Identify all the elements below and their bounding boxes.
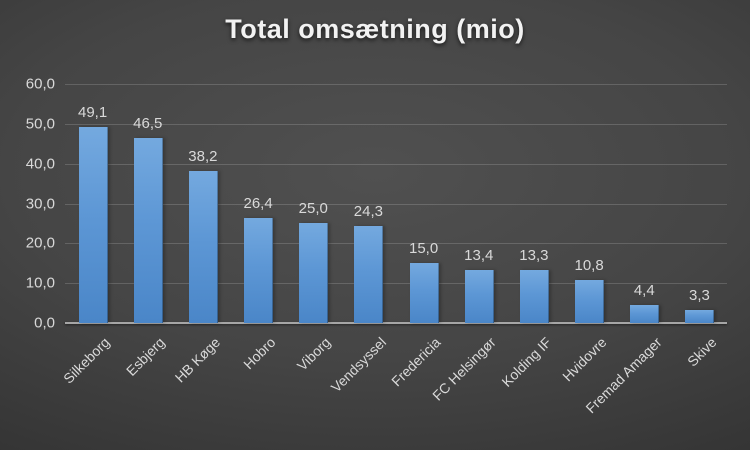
gridline [65, 203, 727, 205]
x-axis-label: Skive [684, 334, 720, 370]
x-axis-label: Silkeborg [60, 334, 113, 387]
x-axis-label: Hobro [240, 334, 279, 373]
y-axis-label: 0,0 [34, 314, 55, 332]
bar [575, 279, 605, 323]
bar-value-label: 38,2 [188, 147, 218, 165]
x-axis-label: HB Køge [171, 334, 224, 386]
bar [409, 263, 439, 323]
y-axis-label: 30,0 [25, 195, 55, 212]
bar-value-label: 24,3 [353, 203, 384, 221]
bar [464, 269, 494, 323]
bar-value-label: 4,4 [633, 282, 655, 300]
bar-value-label: 25,0 [298, 200, 328, 218]
x-axis-label: Viborg [293, 334, 334, 374]
bar [630, 305, 660, 323]
x-axis-label: Hvidovre [559, 334, 610, 385]
y-axis-label: 10,0 [25, 274, 55, 292]
y-axis-label: 50,0 [25, 115, 55, 133]
bar [519, 270, 549, 323]
x-axis-label: Kolding IF [498, 334, 555, 390]
gridline [65, 163, 727, 165]
gridline [65, 243, 727, 245]
chart-title: Total omsætning (mio) [225, 14, 525, 44]
bar [354, 226, 384, 323]
gridline [65, 123, 727, 125]
bar [685, 309, 715, 323]
bar-value-label: 13,3 [519, 247, 549, 265]
bar-value-label: 26,4 [243, 194, 273, 212]
gridline [65, 283, 727, 285]
y-axis-label: 60,0 [25, 75, 55, 93]
gridline [65, 84, 727, 85]
bar [244, 217, 274, 323]
bar-value-label: 13,4 [464, 246, 494, 264]
bar-value-label: 15,0 [408, 240, 439, 258]
bar [188, 170, 218, 323]
x-axis-label: Vendsyssel [327, 334, 389, 396]
bar-value-label: 10,8 [574, 256, 604, 274]
x-axis-label: Fredericia [388, 334, 444, 390]
y-axis-label: 20,0 [25, 234, 55, 252]
y-axis-label: 40,0 [25, 155, 55, 173]
bar [78, 127, 108, 323]
x-axis-line [65, 322, 727, 324]
x-axis-label: Esbjerg [123, 334, 169, 379]
bar-value-label: 3,3 [688, 286, 710, 304]
bar-value-label: 46,5 [133, 114, 163, 132]
bar [133, 137, 163, 323]
bar-value-label: 49,1 [77, 104, 108, 122]
bar [299, 223, 329, 323]
